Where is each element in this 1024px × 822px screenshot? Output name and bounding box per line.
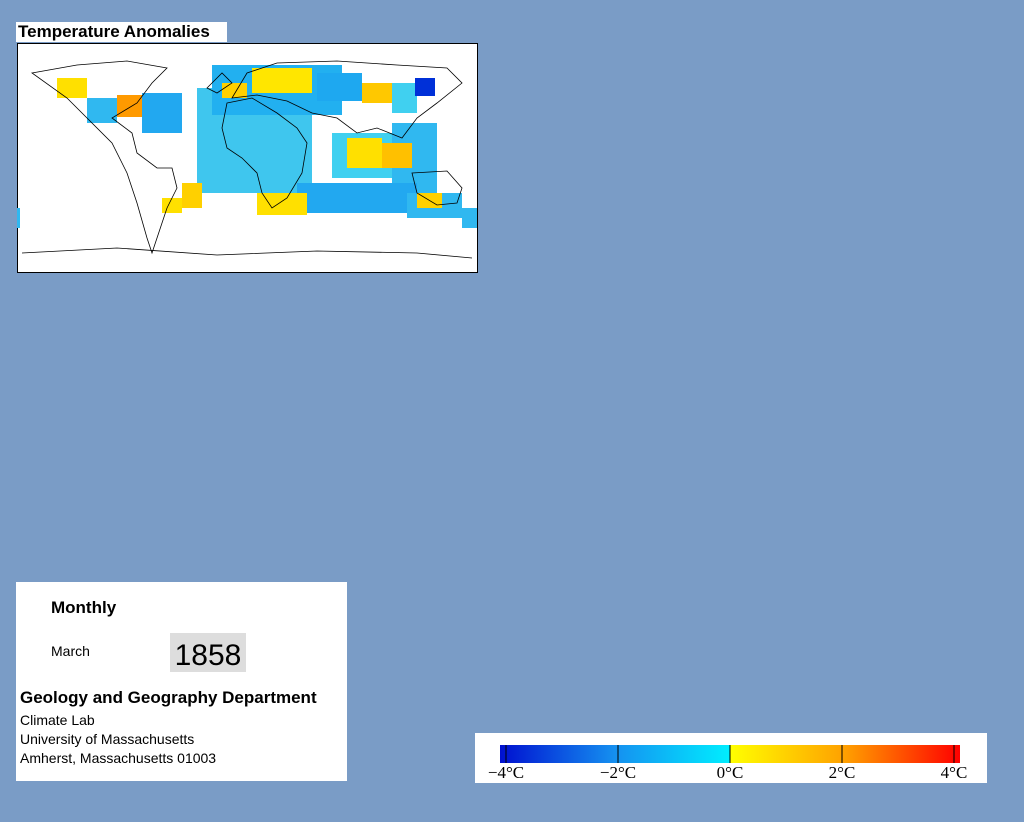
- tick-label: 0°C: [717, 763, 744, 782]
- tick-label: 4°C: [941, 763, 968, 782]
- anomaly-patches: [17, 65, 477, 228]
- period: Monthly: [51, 598, 117, 617]
- map: [17, 43, 478, 273]
- tick-label: −2°C: [600, 763, 636, 782]
- coastlines: [21, 60, 473, 259]
- department: Geology and Geography Department: [20, 688, 317, 707]
- colorbar: −4°C −2°C 0°C 2°C 4°C: [475, 733, 987, 783]
- tick-label: 2°C: [829, 763, 856, 782]
- year: 1858: [170, 633, 246, 672]
- map-title: Temperature Anomalies: [16, 22, 227, 42]
- tick-label: −4°C: [488, 763, 524, 782]
- month: March: [51, 643, 90, 659]
- address-line: Climate Lab: [20, 712, 95, 728]
- info-panel: Monthly March 1858 Geology and Geography…: [16, 582, 347, 781]
- address-line: University of Massachusetts: [20, 731, 195, 747]
- address-line: Amherst, Massachusetts 01003: [20, 750, 217, 766]
